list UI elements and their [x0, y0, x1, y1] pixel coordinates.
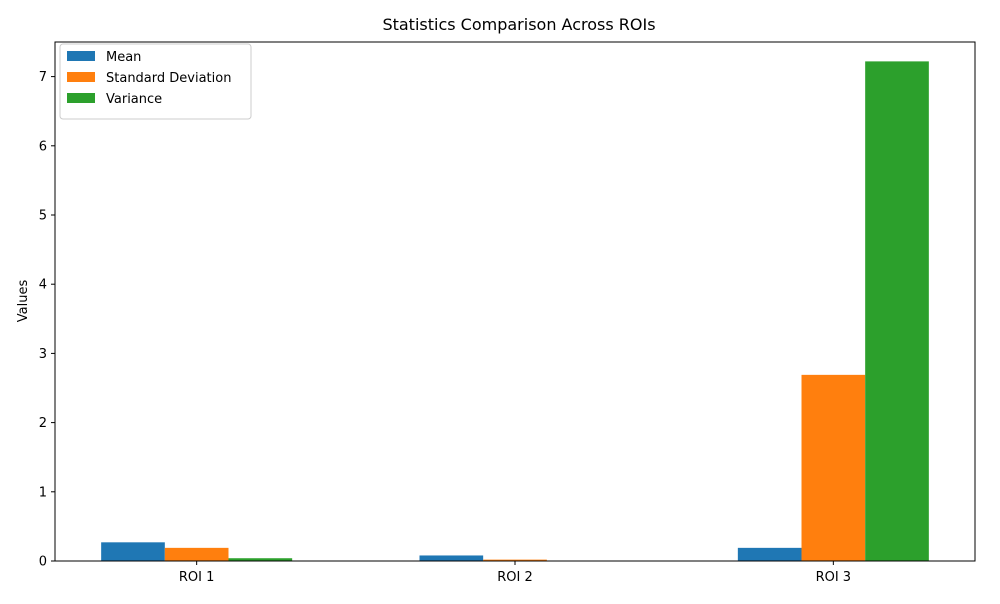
x-tick-label: ROI 3	[816, 570, 852, 585]
legend-swatch	[67, 72, 95, 82]
legend: Mean Standard Deviation Variance	[60, 44, 251, 119]
x-ticks: ROI 1 ROI 2 ROI 3	[179, 561, 851, 585]
bar-mean-roi-1	[101, 542, 165, 561]
x-tick-label: ROI 1	[179, 570, 215, 585]
y-tick-label: 7	[39, 70, 47, 85]
bar-variance-roi-3	[865, 61, 929, 561]
bar-standard-deviation-roi-1	[165, 548, 229, 561]
bar-standard-deviation-roi-3	[802, 375, 866, 561]
y-axis-label: Values	[16, 280, 31, 323]
x-tick-label: ROI 2	[497, 570, 533, 585]
bars-layer	[101, 61, 929, 561]
y-tick-label: 5	[39, 209, 47, 224]
y-tick-label: 2	[39, 416, 47, 431]
legend-swatch	[67, 51, 95, 61]
y-tick-label: 4	[39, 278, 47, 293]
legend-swatch	[67, 93, 95, 103]
y-tick-label: 1	[39, 485, 47, 500]
y-tick-label: 0	[39, 555, 47, 570]
legend-label: Standard Deviation	[106, 71, 231, 86]
y-tick-label: 6	[39, 139, 47, 154]
chart-title: Statistics Comparison Across ROIs	[382, 15, 655, 34]
bar-mean-roi-3	[738, 548, 802, 561]
legend-label: Variance	[106, 92, 162, 107]
y-tick-label: 3	[39, 347, 47, 362]
y-ticks: 0 1 2 3 4 5 6 7	[39, 70, 55, 569]
bar-mean-roi-2	[419, 555, 483, 561]
legend-label: Mean	[106, 50, 141, 65]
